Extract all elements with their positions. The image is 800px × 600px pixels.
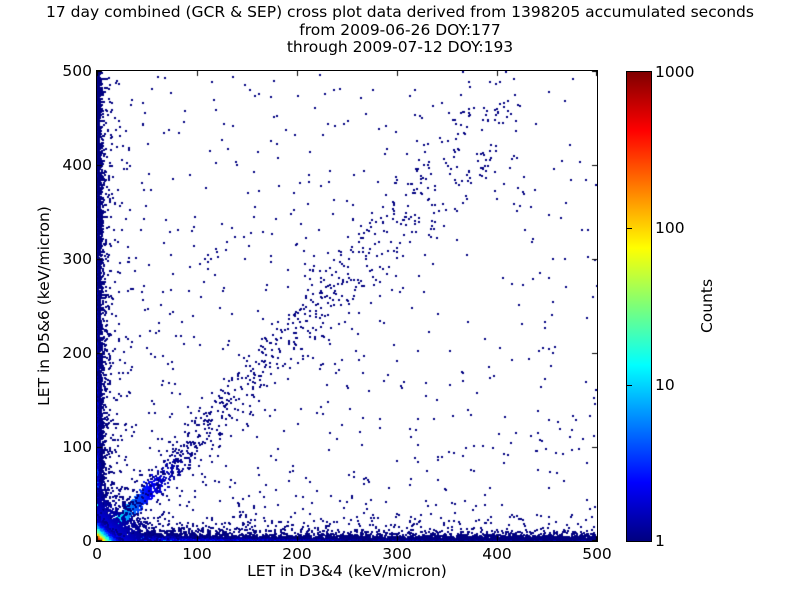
- title-block: 17 day combined (GCR & SEP) cross plot d…: [0, 3, 800, 57]
- y-tick-label: 500: [62, 62, 92, 80]
- chart-title: 17 day combined (GCR & SEP) cross plot d…: [46, 3, 754, 21]
- plot-area: [96, 70, 598, 542]
- x-tick-label: 100: [182, 545, 212, 563]
- y-tick-label: 400: [62, 156, 92, 174]
- x-tick-label: 500: [582, 545, 612, 563]
- colorbar: [626, 71, 652, 542]
- colorbar-tick-label: 10: [655, 375, 675, 394]
- colorbar-label: Counts: [698, 278, 716, 334]
- y-tick-label: 300: [62, 250, 92, 268]
- colorbar-tick-label: 1: [655, 532, 665, 550]
- y-tick-label: 0: [82, 532, 92, 550]
- x-tick-label: 0: [92, 545, 102, 563]
- y-axis-label: LET in D5&6 (keV/micron): [35, 206, 53, 406]
- chart-subtitle-from: from 2009-06-26 DOY:177: [299, 20, 501, 39]
- x-tick-label: 300: [382, 545, 412, 563]
- x-axis-label: LET in D3&4 (keV/micron): [247, 562, 447, 580]
- y-tick-label: 100: [62, 438, 92, 456]
- scatter-canvas: [97, 71, 597, 541]
- colorbar-tick-label: 1000: [655, 63, 695, 81]
- colorbar-tick-label: 100: [655, 219, 685, 238]
- colorbar-tick-mark: [627, 228, 632, 229]
- colorbar-tick-mark: [627, 385, 632, 386]
- x-tick-label: 200: [282, 545, 312, 563]
- chart-subtitle-through: through 2009-07-12 DOY:193: [286, 38, 514, 56]
- y-tick-label: 200: [62, 344, 92, 362]
- colorbar-gradient: [627, 72, 651, 541]
- x-tick-label: 400: [482, 545, 512, 563]
